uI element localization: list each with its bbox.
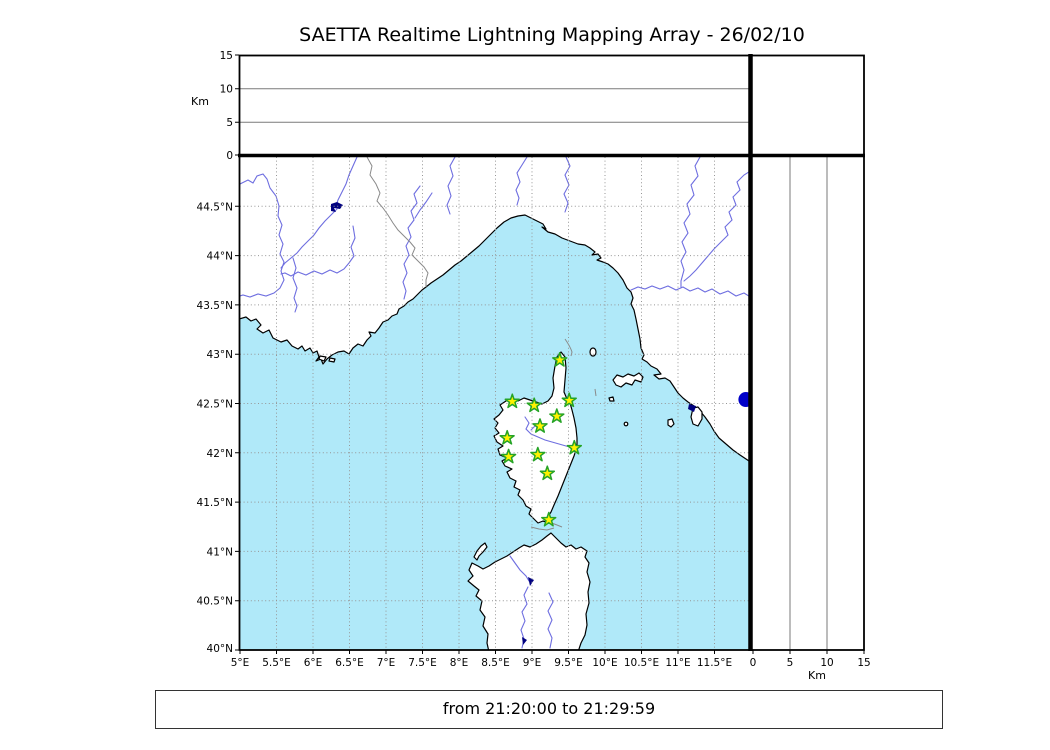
alt-top-tick: 10 (220, 84, 233, 96)
lakes (331, 202, 696, 645)
lon-tick: 9°E (523, 657, 542, 669)
lma-station-marker (566, 439, 583, 455)
lat-tick: 40.5°N (197, 596, 233, 608)
montecristo-island (623, 421, 629, 427)
lightning-event-dot (738, 392, 751, 408)
lma-station-marker (539, 465, 556, 481)
lma-station-marker (549, 408, 565, 423)
lon-tick: 11°E (665, 657, 690, 669)
lon-tick: 8.5°E (481, 657, 510, 669)
lat-tick: 41.5°N (197, 497, 233, 509)
lon-tick: 10°E (592, 657, 617, 669)
lon-tick: 11.5°E (697, 657, 732, 669)
altitude-top-panel (240, 88, 750, 123)
lon-tick: 6.5°E (335, 657, 364, 669)
axis-ticks (235, 54, 865, 654)
country-border (366, 157, 429, 287)
mainland-coastline (240, 157, 751, 464)
orbetello-lagoon (688, 404, 696, 412)
alt-top-tick: 5 (226, 117, 233, 129)
lma-station-marker (541, 511, 557, 527)
elba-island (612, 372, 644, 388)
lma-station-marker (526, 397, 542, 413)
time-range-box: from 21:20:00 to 21:29:59 (155, 690, 943, 729)
lat-tick: 44.5°N (197, 201, 233, 213)
lon-tick: 7.5°E (408, 657, 437, 669)
lat-tick: 43.5°N (197, 300, 233, 312)
lon-tick: 5.5°E (262, 657, 291, 669)
lat-tick: 41°N (207, 546, 233, 558)
lma-station-marker (499, 429, 515, 445)
sardinia-coastline (467, 532, 591, 650)
alt-top-tick: 0 (226, 150, 233, 162)
hyeres-islands (318, 355, 336, 363)
map-panel (240, 157, 751, 650)
time-range-text: from 21:20:00 to 21:29:59 (442, 699, 656, 718)
lon-tick: 10.5°E (624, 657, 659, 669)
lat-tick: 44°N (207, 251, 233, 263)
lat-tick: 43°N (207, 349, 233, 361)
lat-tick: 42°N (207, 448, 233, 460)
axis-labels: 15 10 5 0 Km 44.5°N 44°N 43.5°N 43°N 42.… (191, 50, 871, 682)
lma-station-marker (552, 352, 568, 367)
panel-frames (238, 54, 865, 651)
lma-station-marker (530, 446, 546, 462)
lon-tick: 5°E (231, 657, 250, 669)
km-axis-label-right: Km (808, 669, 826, 682)
alt-right-tick: 15 (857, 657, 870, 669)
station-markers-layer (499, 352, 583, 527)
lat-tick: 42.5°N (197, 399, 233, 411)
small-islands (318, 347, 703, 561)
alt-right-tick: 10 (820, 657, 833, 669)
page-title: SAETTA Realtime Lightning Mapping Array … (299, 24, 805, 46)
asinara-island (473, 542, 488, 561)
corsica-coastline (493, 351, 578, 524)
lma-station-marker (561, 392, 577, 408)
lon-tick: 6°E (304, 657, 323, 669)
pianosa-island (608, 396, 615, 402)
giglio-island (667, 418, 675, 428)
alt-right-tick: 0 (750, 657, 757, 669)
lma-station-marker (500, 448, 517, 464)
alt-right-tick: 5 (787, 657, 794, 669)
rivers (240, 157, 751, 649)
event-dot-layer (738, 392, 751, 408)
altitude-right-panel (789, 157, 828, 649)
lma-station-marker (532, 418, 548, 433)
serre-poncon-lake (331, 202, 343, 212)
alt-top-tick: 15 (220, 50, 233, 62)
lon-tick: 8°E (450, 657, 469, 669)
capraia-island (589, 347, 597, 357)
lma-station-marker (504, 393, 520, 409)
lon-tick: 7°E (377, 657, 396, 669)
km-axis-label-left: Km (191, 95, 209, 108)
lat-tick: 40°N (207, 643, 233, 655)
lon-tick: 9.5°E (554, 657, 583, 669)
